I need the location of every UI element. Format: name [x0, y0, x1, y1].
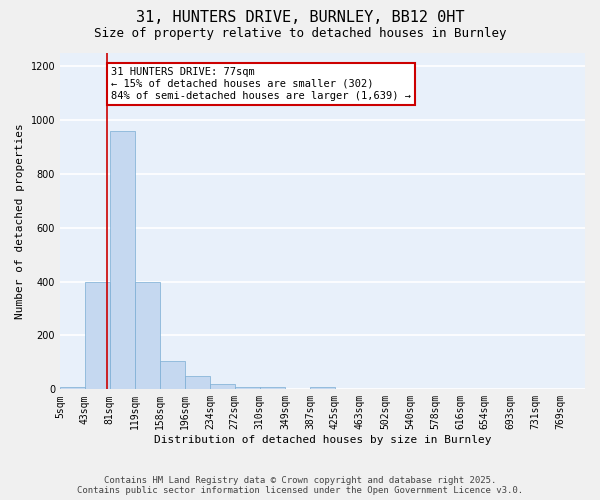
- X-axis label: Distribution of detached houses by size in Burnley: Distribution of detached houses by size …: [154, 435, 491, 445]
- Text: 31, HUNTERS DRIVE, BURNLEY, BB12 0HT: 31, HUNTERS DRIVE, BURNLEY, BB12 0HT: [136, 10, 464, 25]
- Bar: [160, 361, 185, 390]
- Bar: [134, 282, 160, 390]
- Text: Contains HM Land Registry data © Crown copyright and database right 2025.
Contai: Contains HM Land Registry data © Crown c…: [77, 476, 523, 495]
- Bar: [210, 384, 235, 390]
- Bar: [310, 386, 335, 390]
- Text: Size of property relative to detached houses in Burnley: Size of property relative to detached ho…: [94, 28, 506, 40]
- Bar: [110, 130, 134, 390]
- Text: 31 HUNTERS DRIVE: 77sqm
← 15% of detached houses are smaller (302)
84% of semi-d: 31 HUNTERS DRIVE: 77sqm ← 15% of detache…: [111, 68, 411, 100]
- Bar: [235, 386, 260, 390]
- Bar: [260, 386, 285, 390]
- Bar: [60, 386, 85, 390]
- Bar: [85, 282, 110, 390]
- Y-axis label: Number of detached properties: Number of detached properties: [15, 123, 25, 319]
- Bar: [185, 376, 210, 390]
